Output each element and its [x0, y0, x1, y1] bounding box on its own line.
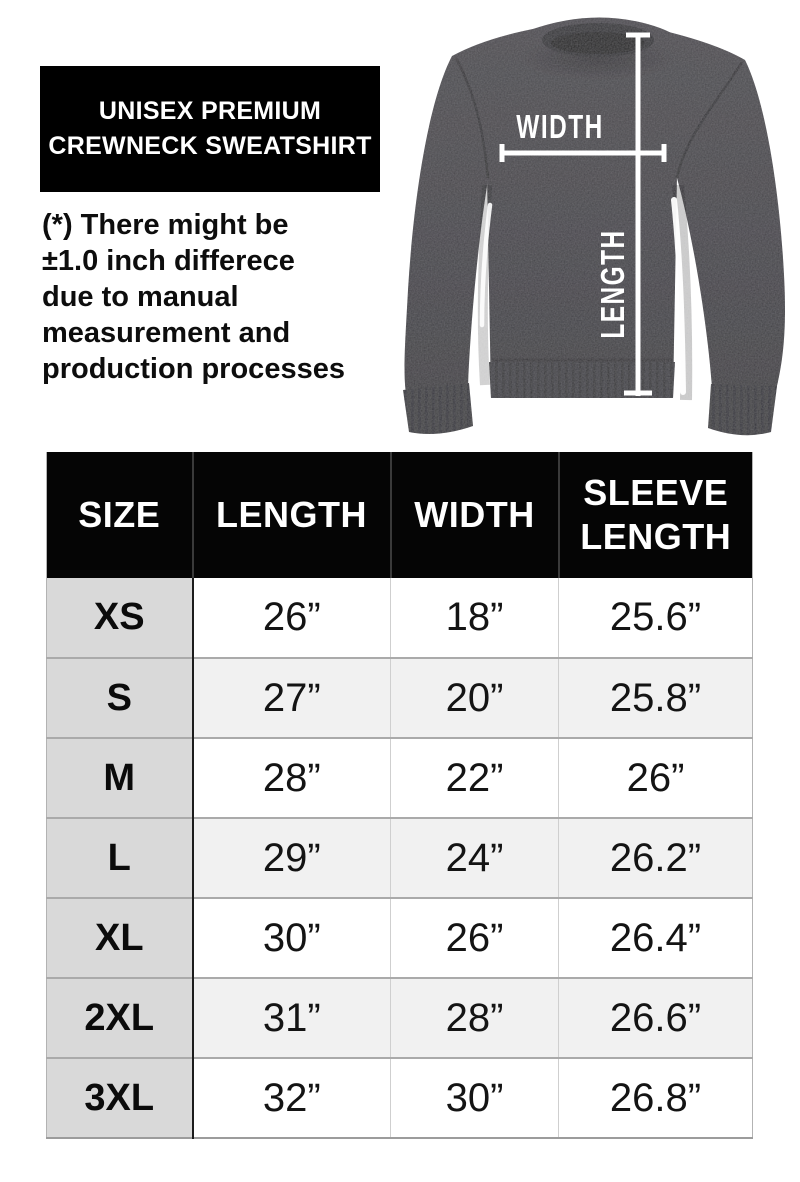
sleeve-length-value: 26.2”	[558, 817, 753, 898]
left-sleeve	[404, 28, 538, 394]
measurement-tolerance-note: (*) There might be ±1.0 inch differece d…	[42, 209, 345, 385]
right-seam-gap	[671, 197, 686, 395]
width-value: 26”	[390, 897, 559, 978]
neck-opening	[551, 32, 645, 54]
product-title-box: UNISEX PREMIUM CREWNECK SWEATSHIRT	[40, 66, 380, 192]
width-value: 18”	[390, 578, 559, 658]
sleeve-length-value: 25.8”	[558, 657, 753, 738]
col-header-width: WIDTH	[390, 452, 560, 578]
sleeve-length-value: 26.8”	[558, 1057, 753, 1138]
size-row-xs: XS 26” 18” 25.6”	[46, 578, 753, 658]
sleeve-length-value: 25.6”	[558, 578, 753, 658]
sleeve-length-value: 26”	[558, 737, 753, 818]
width-value: 24”	[390, 817, 559, 898]
sleeve-length-value: 26.4”	[558, 897, 753, 978]
product-title-line-1: UNISEX PREMIUM	[98, 97, 322, 125]
length-value: 26”	[192, 578, 391, 658]
size-row-s: S 27” 20” 25.8”	[46, 657, 753, 738]
size-chart-table: SIZE LENGTH WIDTH SLEEVE LENGTH XS 26” 1…	[46, 452, 753, 1139]
size-row-m: M 28” 22” 26”	[46, 737, 753, 818]
width-arrow	[499, 144, 667, 162]
width-value: 28”	[390, 977, 559, 1058]
width-value: 22”	[390, 737, 559, 818]
width-measure-label: WIDTH	[516, 110, 603, 146]
width-value: 20”	[390, 657, 559, 738]
size-row-l: L 29” 24” 26.2”	[46, 817, 753, 898]
length-value: 27”	[192, 657, 391, 738]
size-label: XS	[46, 578, 194, 658]
col-header-length: LENGTH	[192, 452, 392, 578]
size-label: XL	[46, 897, 194, 978]
length-value: 29”	[192, 817, 391, 898]
size-row-3xl: 3XL 32” 30” 26.8”	[46, 1057, 753, 1138]
sweatshirt-garment	[403, 17, 786, 436]
size-label: M	[46, 737, 194, 818]
size-label: 3XL	[46, 1057, 194, 1138]
sleeve-length-value: 26.6”	[558, 977, 753, 1058]
width-value: 30”	[390, 1057, 559, 1138]
size-label: S	[46, 657, 194, 738]
size-label: L	[46, 817, 194, 898]
size-row-2xl: 2XL 31” 28” 26.6”	[46, 977, 753, 1058]
length-measure-label: LENGTH	[596, 229, 632, 338]
sweatshirt-diagram: WIDTH LENGTH	[390, 0, 800, 440]
length-value: 31”	[192, 977, 391, 1058]
col-header-sleeve-length: SLEEVE LENGTH	[558, 452, 753, 578]
length-value: 30”	[192, 897, 391, 978]
length-value: 32”	[192, 1057, 391, 1138]
length-value: 28”	[192, 737, 391, 818]
size-label: 2XL	[46, 977, 194, 1058]
length-arrow	[624, 32, 652, 396]
sweatshirt-illustration: WIDTH LENGTH	[403, 17, 786, 436]
col-header-size: SIZE	[46, 452, 194, 578]
header-row: SIZE LENGTH WIDTH SLEEVE LENGTH	[46, 452, 753, 578]
product-title-line-2: CREWNECK SWEATSHIRT	[48, 132, 372, 160]
left-seam-gap	[479, 202, 493, 328]
size-row-xl: XL 30” 26” 26.4”	[46, 897, 753, 978]
